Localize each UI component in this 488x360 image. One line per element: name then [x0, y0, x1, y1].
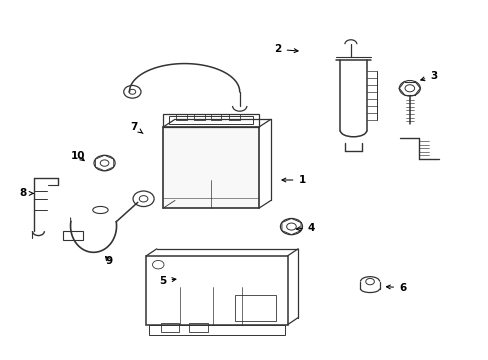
Text: 2: 2	[274, 45, 298, 54]
Text: 4: 4	[296, 222, 315, 233]
Bar	[234, 294, 275, 321]
Bar	[160, 323, 179, 332]
Bar	[210, 114, 221, 120]
Bar	[163, 127, 258, 208]
Bar	[229, 114, 239, 120]
Bar	[194, 114, 204, 120]
Text: 7: 7	[130, 122, 142, 134]
Bar	[176, 114, 186, 120]
Bar	[146, 256, 287, 325]
Text: 8: 8	[20, 188, 33, 198]
Bar	[189, 323, 207, 332]
Text: 6: 6	[386, 283, 406, 293]
Bar	[163, 114, 258, 127]
Text: 1: 1	[282, 175, 305, 185]
Bar	[63, 230, 82, 240]
Text: 5: 5	[159, 275, 176, 285]
Text: 10: 10	[71, 151, 85, 161]
Text: 9: 9	[105, 256, 113, 266]
Bar	[168, 116, 253, 123]
Bar	[148, 325, 285, 335]
Text: 3: 3	[420, 71, 437, 81]
